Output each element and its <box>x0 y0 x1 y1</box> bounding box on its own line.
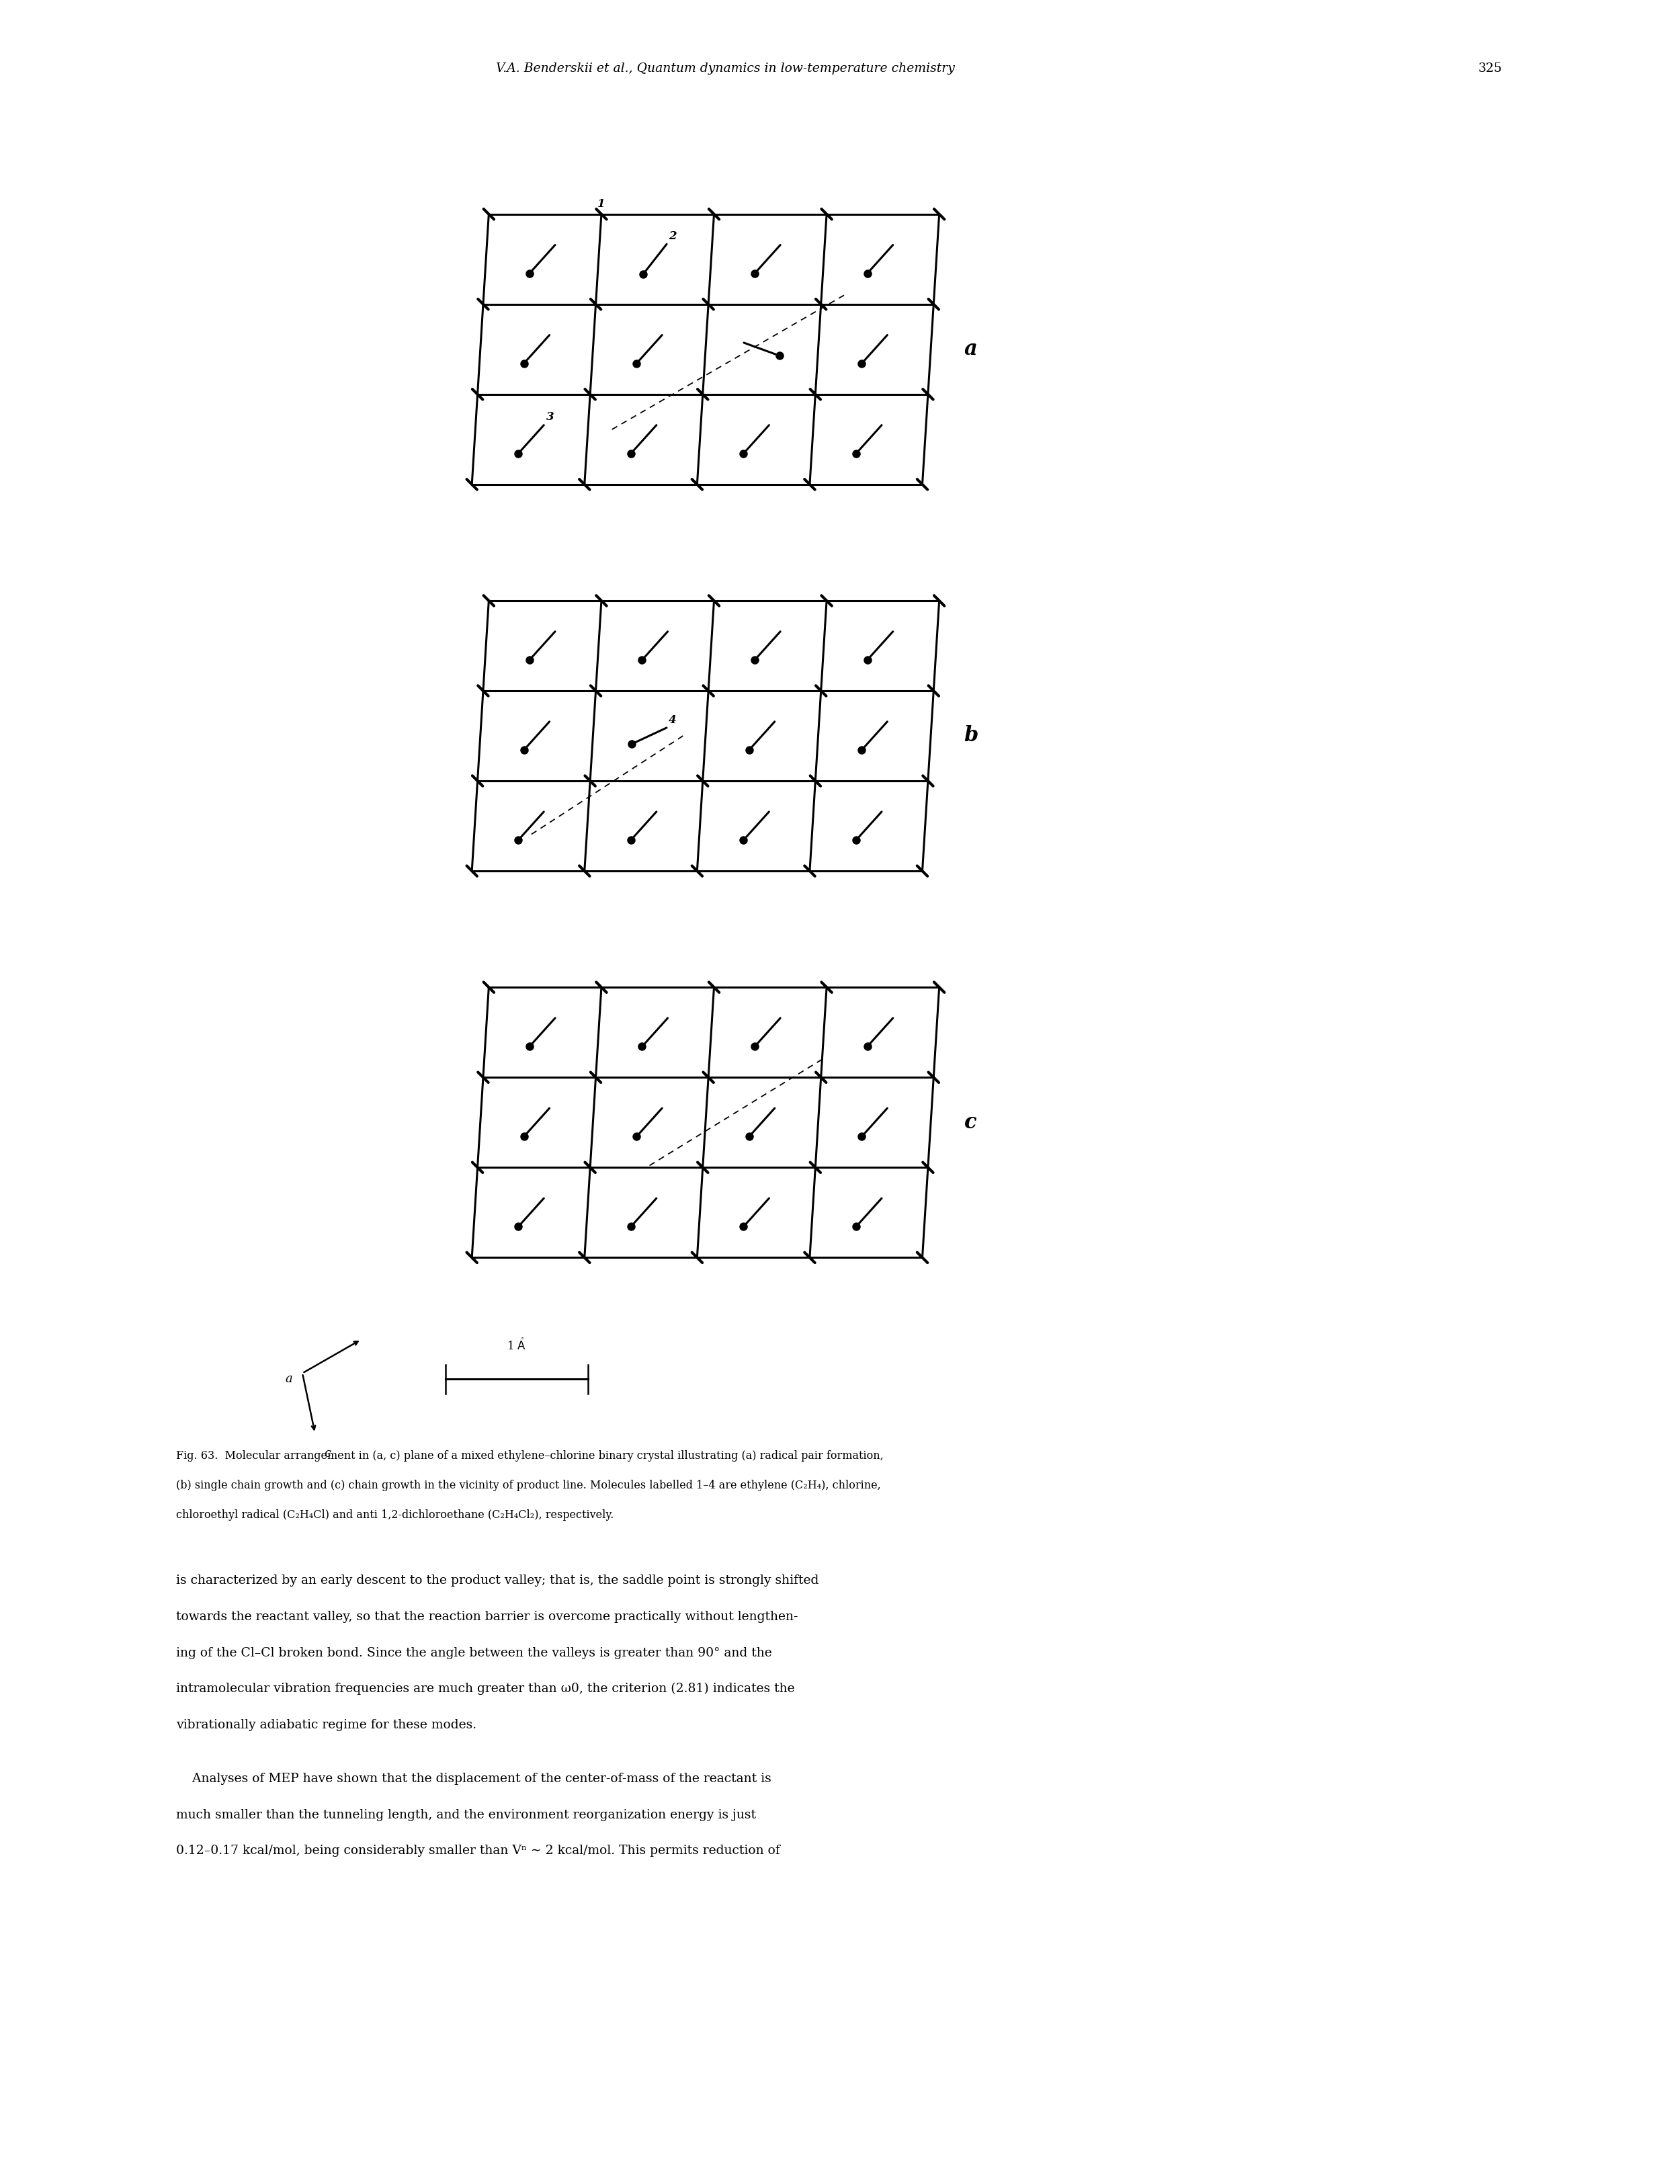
Text: chloroethyl radical (C₂H₄Cl) and anti 1,2-dichloroethane (C₂H₄Cl₂), respectively: chloroethyl radical (C₂H₄Cl) and anti 1,… <box>176 1509 615 1520</box>
Text: towards the reactant valley, so that the reaction barrier is overcome practicall: towards the reactant valley, so that the… <box>176 1612 798 1623</box>
Text: c: c <box>964 1112 976 1133</box>
Text: 2: 2 <box>669 232 677 242</box>
Text: 3: 3 <box>546 411 554 424</box>
Text: a: a <box>964 339 978 360</box>
Text: vibrationally adiabatic regime for these modes.: vibrationally adiabatic regime for these… <box>176 1719 477 1732</box>
Text: a: a <box>286 1374 292 1385</box>
Text: intramolecular vibration frequencies are much greater than ω0, the criterion (2.: intramolecular vibration frequencies are… <box>176 1684 795 1695</box>
Text: (b) single chain growth and (c) chain growth in the vicinity of product line. Mo: (b) single chain growth and (c) chain gr… <box>176 1481 882 1492</box>
Text: c: c <box>324 1448 331 1459</box>
Text: 1: 1 <box>598 199 605 210</box>
Text: 1 $\mathring{\mathrm{A}}$: 1 $\mathring{\mathrm{A}}$ <box>507 1339 526 1352</box>
Text: Fig. 63.  Molecular arrangement in (a, c) plane of a mixed ethylene–chlorine bin: Fig. 63. Molecular arrangement in (a, c)… <box>176 1450 884 1461</box>
Text: 4: 4 <box>669 714 677 725</box>
Text: ing of the Cl–Cl broken bond. Since the angle between the valleys is greater tha: ing of the Cl–Cl broken bond. Since the … <box>176 1647 773 1660</box>
Text: 325: 325 <box>1478 61 1502 74</box>
Text: is characterized by an early descent to the product valley; that is, the saddle : is characterized by an early descent to … <box>176 1575 820 1588</box>
Text: b: b <box>964 725 978 747</box>
Text: Analyses of MEP have shown that the displacement of the center-of-mass of the re: Analyses of MEP have shown that the disp… <box>176 1773 771 1784</box>
Text: 0.12–0.17 kcal/mol, being considerably smaller than Vⁿ ∼ 2 kcal/mol. This permit: 0.12–0.17 kcal/mol, being considerably s… <box>176 1845 780 1856</box>
Text: V.A. Benderskii et al., Quantum dynamics in low-temperature chemistry: V.A. Benderskii et al., Quantum dynamics… <box>496 61 954 74</box>
Text: much smaller than the tunneling length, and the environment reorganization energ: much smaller than the tunneling length, … <box>176 1808 756 1821</box>
